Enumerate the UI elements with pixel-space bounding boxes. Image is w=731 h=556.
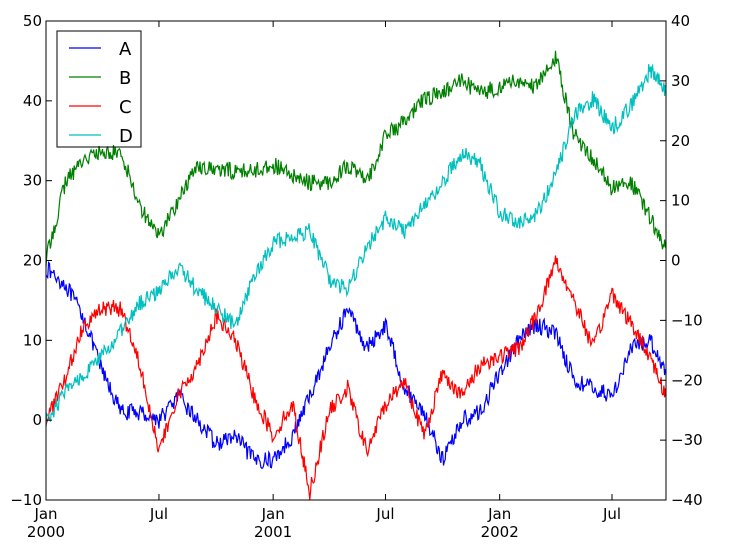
legend-label-c: C (119, 97, 132, 118)
series-line-d (45, 63, 667, 427)
x-tick-sublabel: 2002 (481, 523, 519, 541)
legend-label-b: B (119, 68, 131, 89)
y-right-tick-label: −40 (671, 491, 703, 509)
x-tick-label: Jul (149, 505, 168, 523)
y-right-tick-label: 30 (671, 72, 690, 90)
plot-frame (45, 20, 667, 501)
x-tick-sublabel: 2001 (254, 523, 292, 541)
series-line-b (45, 50, 667, 267)
y-left-tick-label: 50 (23, 12, 42, 30)
y-right-tick-label: 20 (671, 132, 690, 150)
y-left-tick-label: 20 (23, 252, 42, 270)
y-right-tick-label: −20 (671, 371, 703, 389)
legend-label-d: D (119, 126, 133, 147)
y-left-tick-label: −10 (10, 491, 42, 509)
y-right-tick-label: 10 (671, 192, 690, 210)
y-left-tick-label: 30 (23, 172, 42, 190)
y-left-tick-label: 10 (23, 331, 42, 349)
y-left-tick-label: 0 (32, 411, 42, 429)
series-line-a (45, 261, 667, 469)
x-tick-label: Jan (261, 505, 285, 523)
x-tick-label: Jul (375, 505, 394, 523)
axes-layer: −1001020304050−40−30−20−10010203040Jan20… (10, 12, 702, 541)
legend-frame (56, 30, 142, 148)
x-tick-sublabel: 2000 (27, 523, 65, 541)
y-left-tick-label: 40 (23, 92, 42, 110)
y-right-tick-label: 0 (671, 252, 681, 270)
x-tick-label: Jul (602, 505, 621, 523)
x-tick-label: Jan (33, 505, 57, 523)
y-right-tick-label: −30 (671, 431, 703, 449)
legend-label-a: A (119, 39, 132, 60)
x-tick-label: Jan (487, 505, 511, 523)
y-right-tick-label: 40 (671, 12, 690, 30)
y-right-tick-label: −10 (671, 311, 703, 329)
series-line-c (45, 255, 667, 500)
series-layer (45, 50, 667, 500)
